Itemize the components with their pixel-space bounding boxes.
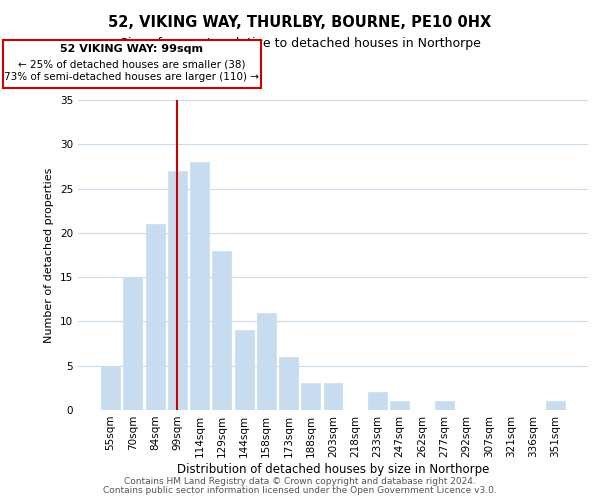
Bar xyxy=(190,162,209,410)
Text: Size of property relative to detached houses in Northorpe: Size of property relative to detached ho… xyxy=(119,38,481,51)
Bar xyxy=(101,366,120,410)
Bar xyxy=(212,250,231,410)
Text: ← 25% of detached houses are smaller (38): ← 25% of detached houses are smaller (38… xyxy=(18,59,246,69)
Bar xyxy=(279,357,298,410)
Text: 73% of semi-detached houses are larger (110) →: 73% of semi-detached houses are larger (… xyxy=(5,72,260,83)
Bar xyxy=(368,392,387,410)
Bar xyxy=(323,384,343,410)
Y-axis label: Number of detached properties: Number of detached properties xyxy=(44,168,55,342)
Bar xyxy=(235,330,254,410)
Bar xyxy=(390,401,409,410)
Text: 52, VIKING WAY, THURLBY, BOURNE, PE10 0HX: 52, VIKING WAY, THURLBY, BOURNE, PE10 0H… xyxy=(109,15,491,30)
X-axis label: Distribution of detached houses by size in Northorpe: Distribution of detached houses by size … xyxy=(177,462,489,475)
Text: Contains public sector information licensed under the Open Government Licence v3: Contains public sector information licen… xyxy=(103,486,497,495)
Bar xyxy=(435,401,454,410)
Bar xyxy=(168,171,187,410)
Bar xyxy=(124,277,142,410)
Bar xyxy=(146,224,164,410)
Text: Contains HM Land Registry data © Crown copyright and database right 2024.: Contains HM Land Registry data © Crown c… xyxy=(124,477,476,486)
Text: 52 VIKING WAY: 99sqm: 52 VIKING WAY: 99sqm xyxy=(61,44,203,54)
Bar xyxy=(257,312,276,410)
Bar xyxy=(301,384,320,410)
Bar xyxy=(546,401,565,410)
